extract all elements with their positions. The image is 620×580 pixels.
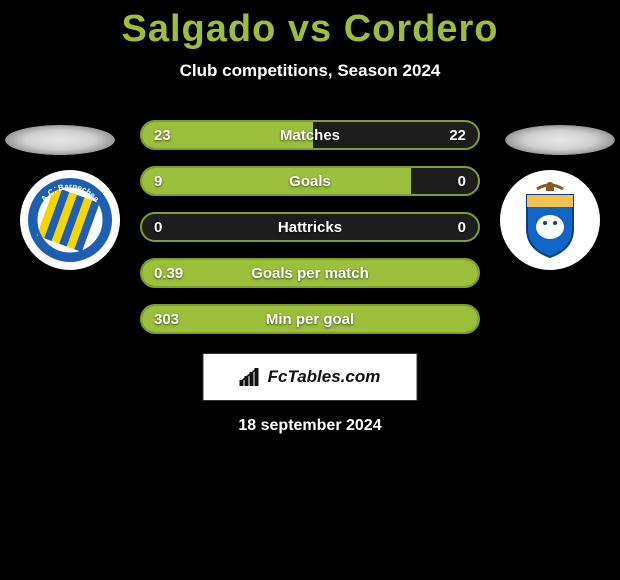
date-line: 18 september 2024: [0, 417, 620, 435]
player-shadow-left: [5, 125, 115, 155]
crest-right-svg: [507, 177, 593, 263]
stat-value-right: 0: [446, 168, 478, 194]
stat-label: Hattricks: [142, 214, 478, 240]
crest-right: [500, 170, 600, 270]
stat-row: Matches23 22: [140, 120, 480, 150]
stat-value-left: 303: [142, 306, 191, 332]
stat-row: Min per goal303: [140, 304, 480, 334]
brand-box[interactable]: FcTables.com: [203, 353, 418, 401]
subtitle: Club competitions, Season 2024: [0, 61, 620, 81]
stat-row: Goals9 0: [140, 166, 480, 196]
stat-bars: Matches2322Goals90Hattricks00Goals per m…: [140, 120, 480, 350]
stat-value-left: 23: [142, 122, 183, 148]
stat-label: Matches: [142, 122, 478, 148]
crest-left: A.C. Barnechea: [20, 170, 120, 270]
stat-value-right: 0: [446, 214, 478, 240]
stat-row: Hattricks0 0: [140, 212, 480, 242]
bars-icon: [240, 368, 262, 386]
player-shadow-right: [505, 125, 615, 155]
brand-text: FcTables.com: [268, 367, 381, 387]
stat-value-left: 9: [142, 168, 174, 194]
stat-label: Min per goal: [142, 306, 478, 332]
stat-label: Goals: [142, 168, 478, 194]
stat-row: Goals per match0.39: [140, 258, 480, 288]
stat-value-left: 0.39: [142, 260, 195, 286]
crest-left-svg: A.C. Barnechea: [27, 177, 113, 263]
stat-value-right: 22: [437, 122, 478, 148]
stat-value-left: 0: [142, 214, 174, 240]
page-title: Salgado vs Cordero: [0, 0, 620, 51]
